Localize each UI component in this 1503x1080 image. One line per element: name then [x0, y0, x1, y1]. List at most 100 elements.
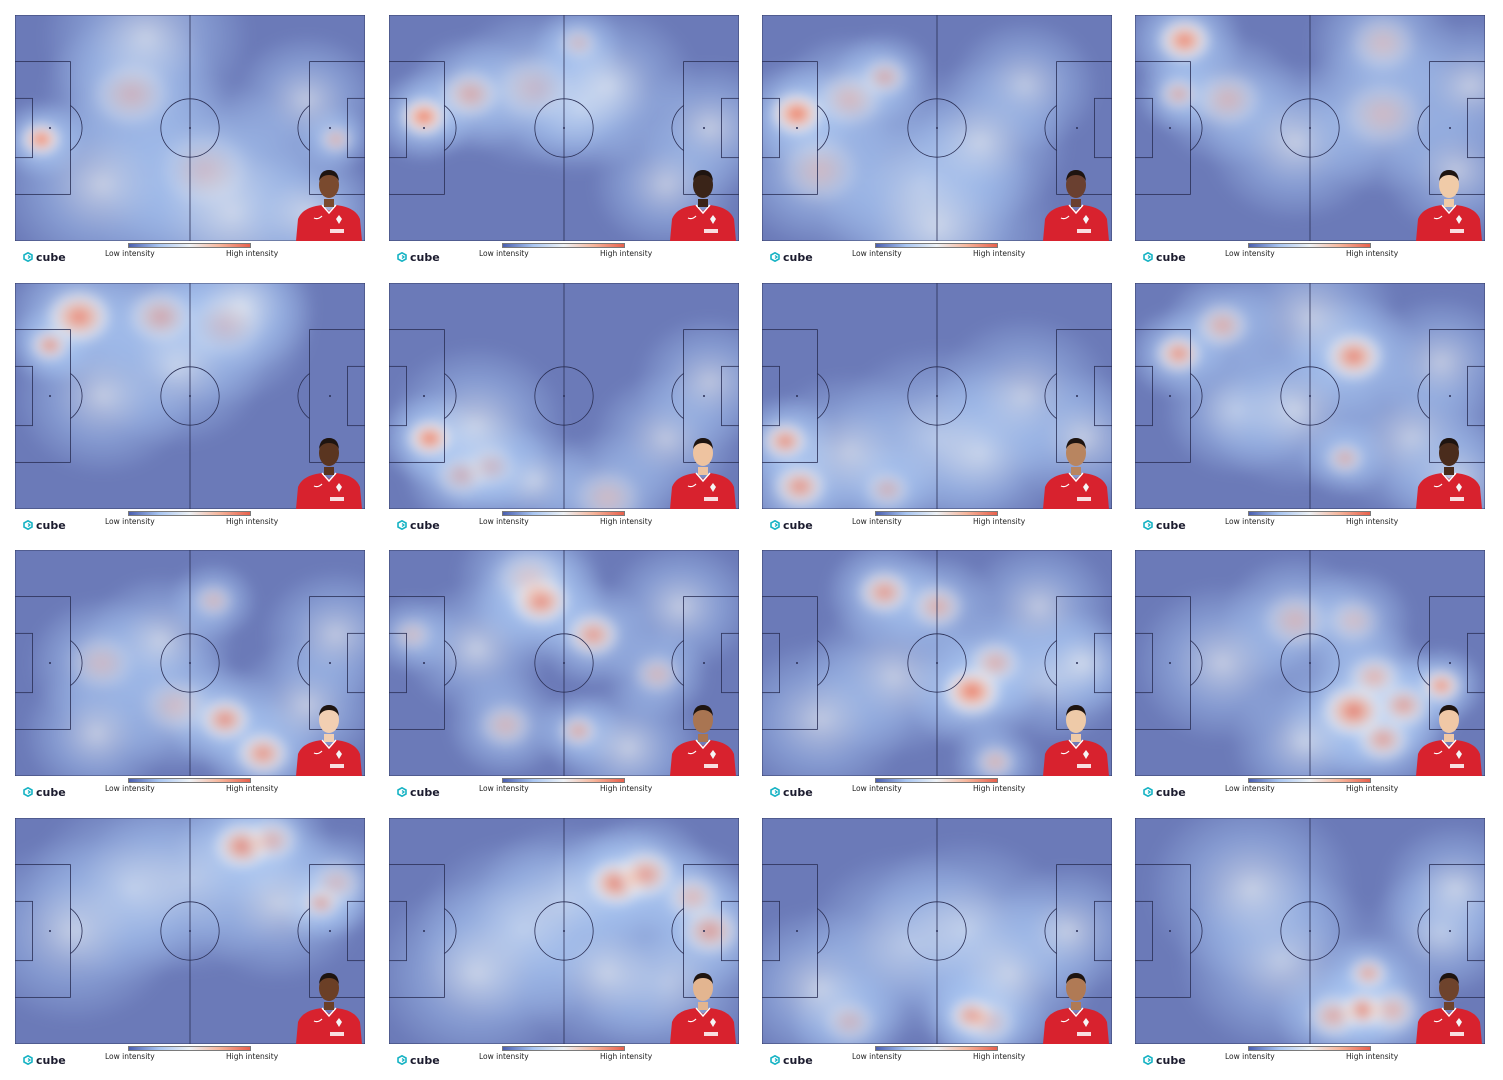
heat-spot — [612, 847, 679, 902]
heat-spot — [476, 701, 535, 749]
pitch-heatmap — [762, 15, 1112, 241]
left-penalty-spot — [796, 127, 798, 129]
player-neck — [698, 199, 708, 207]
right-six-yard-box — [1094, 900, 1112, 962]
brand-logo: cube — [770, 1053, 813, 1067]
sponsor-swoosh-icon — [687, 1018, 697, 1023]
player-hair — [1066, 438, 1086, 449]
left-penalty-box — [1135, 61, 1191, 195]
left-penalty-spot — [49, 662, 51, 664]
colorbar-low-label: Low intensity — [1225, 249, 1275, 258]
colorbar — [1248, 243, 1371, 248]
sponsor-logo-icon — [1450, 229, 1464, 233]
heat-spot — [813, 70, 886, 130]
cube-logo-icon — [770, 787, 780, 797]
cube-logo-icon — [770, 1055, 780, 1065]
cube-logo-icon — [23, 252, 33, 262]
right-penalty-box — [683, 61, 739, 195]
heat-spot — [1155, 16, 1214, 65]
brand-name: cube — [410, 250, 440, 264]
right-penalty-box — [309, 864, 365, 998]
left-penalty-box — [762, 596, 818, 730]
heat-spot — [492, 550, 566, 608]
left-six-yard-box — [389, 97, 407, 159]
left-six-yard-box — [1135, 632, 1153, 694]
player-face — [693, 707, 713, 733]
brand-logo: cube — [23, 250, 66, 264]
heatmap-panel: cube Low intensity High intensity — [389, 818, 739, 1080]
colorbar-low-label: Low intensity — [479, 1052, 529, 1061]
cube-logo-icon — [1143, 787, 1153, 797]
cube-logo-icon — [397, 252, 407, 262]
right-six-yard-box — [1467, 900, 1485, 962]
club-crest-icon — [1083, 1018, 1089, 1027]
sponsor-logo-icon — [704, 497, 718, 501]
brand-name: cube — [1156, 250, 1186, 264]
pitch-heatmap — [1135, 15, 1485, 241]
brand-logo: cube — [770, 250, 813, 264]
colorbar-high-label: High intensity — [600, 249, 653, 258]
left-penalty-arc — [444, 908, 457, 954]
sponsor-logo-icon — [330, 497, 344, 501]
centre-circle — [160, 366, 220, 426]
centre-circle — [534, 366, 594, 426]
jersey-shape — [1043, 1008, 1109, 1044]
right-penalty-box — [683, 864, 739, 998]
pitch-heatmap — [389, 550, 739, 776]
sponsor-logo-icon — [1077, 764, 1091, 768]
left-penalty-box — [1135, 596, 1191, 730]
centre-circle — [534, 98, 594, 158]
sponsor-swoosh-icon — [687, 750, 697, 755]
heatmap-panel: cube Low intensity High intensity — [15, 550, 365, 812]
right-penalty-box — [1429, 864, 1485, 998]
player-face — [693, 440, 713, 466]
heat-spot — [1419, 667, 1464, 704]
pitch-markings — [389, 818, 739, 1044]
colorbar-high-label: High intensity — [226, 1052, 279, 1061]
sponsor-swoosh-icon — [313, 215, 323, 220]
heat-layer — [15, 15, 365, 241]
heat-spot — [973, 744, 1018, 776]
brand-logo: cube — [770, 518, 813, 532]
heat-layer — [389, 550, 739, 776]
sponsor-swoosh-icon — [687, 483, 697, 488]
player-hair — [1066, 973, 1086, 984]
player-photo — [296, 170, 362, 241]
player-hair — [693, 973, 713, 984]
heat-spot — [437, 67, 504, 121]
player-face — [1066, 707, 1086, 733]
heat-halo — [604, 550, 739, 675]
player-face — [693, 172, 713, 198]
centre-spot — [563, 662, 565, 664]
club-crest-icon — [1456, 215, 1462, 224]
right-penalty-spot — [1076, 662, 1078, 664]
sponsor-logo-icon — [1077, 497, 1091, 501]
colorbar-low-label: Low intensity — [1225, 784, 1275, 793]
brand-logo: cube — [397, 1053, 440, 1067]
brand-logo: cube — [1143, 785, 1186, 799]
heat-layer — [15, 818, 365, 1026]
sponsor-logo-icon — [1450, 764, 1464, 768]
heat-spot — [66, 633, 139, 693]
left-six-yard-box — [389, 365, 407, 427]
left-six-yard-box — [1135, 97, 1153, 159]
right-six-yard-box — [721, 632, 739, 694]
colorbar — [1248, 778, 1371, 783]
player-neck — [324, 734, 334, 742]
cube-logo-icon — [23, 787, 33, 797]
heat-halo — [1145, 818, 1358, 984]
left-six-yard-box — [15, 632, 33, 694]
heat-layer — [762, 836, 1112, 1044]
player-face — [1066, 975, 1086, 1001]
player-photo — [1043, 973, 1109, 1044]
heatmap-panel: cube Low intensity High intensity — [389, 15, 739, 277]
right-penalty-arc — [297, 105, 310, 151]
right-penalty-spot — [329, 127, 331, 129]
colorbar — [1248, 1046, 1371, 1051]
pitch-heatmap — [15, 818, 365, 1044]
colorbar-low-label: Low intensity — [1225, 517, 1275, 526]
right-penalty-arc — [1044, 640, 1057, 686]
heat-spot — [776, 134, 865, 206]
heat-spot — [404, 417, 456, 460]
left-penalty-spot — [1169, 395, 1171, 397]
